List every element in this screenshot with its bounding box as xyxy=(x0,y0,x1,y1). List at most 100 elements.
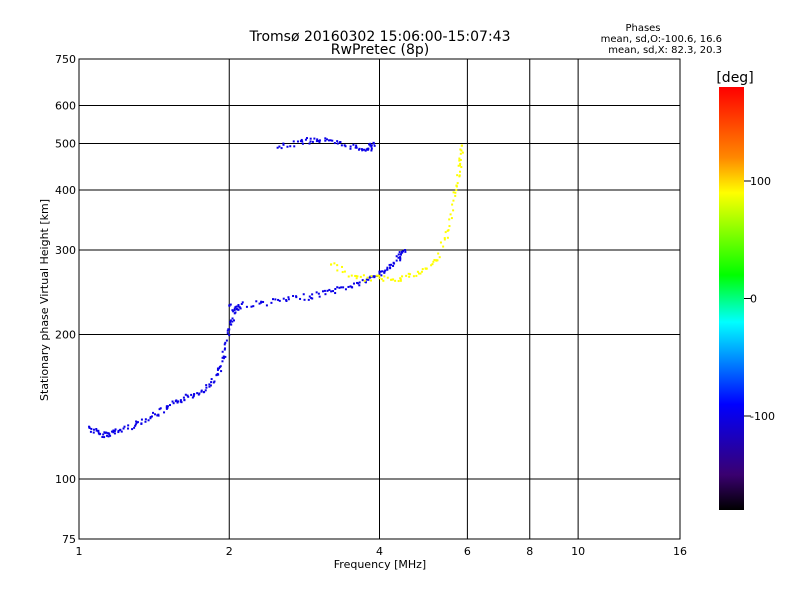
data-point xyxy=(363,279,366,282)
data-point xyxy=(370,149,373,152)
data-point xyxy=(278,299,281,302)
data-point xyxy=(135,421,138,424)
data-point xyxy=(226,329,229,332)
data-point xyxy=(378,277,381,280)
data-point xyxy=(289,145,292,148)
data-point xyxy=(369,142,372,145)
data-point xyxy=(368,276,371,279)
data-point xyxy=(367,278,370,281)
data-point xyxy=(307,298,310,301)
data-point xyxy=(229,303,232,306)
data-point xyxy=(383,270,386,273)
data-point xyxy=(325,138,328,141)
data-point xyxy=(106,432,109,435)
y-tick-label: 75 xyxy=(62,533,76,546)
data-point xyxy=(448,225,451,228)
data-point xyxy=(224,347,227,350)
data-point xyxy=(95,429,98,432)
data-point xyxy=(360,148,363,151)
data-point xyxy=(399,259,402,262)
data-point xyxy=(326,289,329,292)
data-point xyxy=(349,145,352,148)
data-point xyxy=(278,145,281,148)
data-point xyxy=(107,435,110,438)
data-point xyxy=(419,272,422,275)
data-point xyxy=(182,396,185,399)
data-point xyxy=(318,140,321,143)
data-point xyxy=(347,285,350,288)
data-point xyxy=(208,383,211,386)
data-point xyxy=(215,373,218,376)
data-point xyxy=(378,274,381,277)
data-point xyxy=(352,282,355,285)
data-point xyxy=(231,317,234,320)
y-tick-labels: 75 100 200 300 400 500 600 750 xyxy=(55,53,76,546)
data-point xyxy=(265,304,268,307)
data-point xyxy=(401,275,404,278)
data-point xyxy=(386,276,389,279)
data-point xyxy=(234,311,237,314)
data-point xyxy=(120,430,123,433)
data-point xyxy=(404,249,407,252)
data-point xyxy=(169,404,172,407)
data-point xyxy=(397,253,400,256)
data-point xyxy=(370,275,373,278)
data-point xyxy=(213,380,216,383)
data-point xyxy=(331,139,334,142)
data-point xyxy=(357,148,360,151)
data-point xyxy=(309,137,312,140)
data-point xyxy=(344,145,347,148)
data-point xyxy=(336,264,339,267)
data-point xyxy=(112,431,115,434)
data-point xyxy=(229,323,232,326)
data-point xyxy=(144,418,147,421)
data-point xyxy=(416,270,419,273)
data-point xyxy=(221,350,224,353)
data-point xyxy=(109,434,112,437)
data-point xyxy=(210,381,213,384)
data-point xyxy=(460,166,463,169)
data-point xyxy=(140,418,143,421)
data-point xyxy=(122,427,125,430)
data-point xyxy=(304,138,307,141)
data-point xyxy=(113,432,116,435)
data-point xyxy=(102,433,105,436)
x-tick-label: 16 xyxy=(673,545,687,558)
data-point xyxy=(404,250,407,253)
data-point xyxy=(461,151,464,154)
data-point xyxy=(366,147,369,150)
data-point xyxy=(443,238,446,241)
data-point xyxy=(165,407,168,410)
data-point xyxy=(123,425,126,428)
data-point xyxy=(444,231,447,234)
data-point xyxy=(113,429,116,432)
data-point xyxy=(454,194,457,197)
data-point xyxy=(238,306,241,309)
data-point xyxy=(313,137,316,140)
data-point xyxy=(352,143,355,146)
data-point xyxy=(222,357,225,360)
data-point xyxy=(140,422,143,425)
data-point xyxy=(221,356,224,359)
data-point xyxy=(302,293,305,296)
data-point xyxy=(457,164,460,167)
colorbar-ticks: 100 0 -100 xyxy=(744,175,775,423)
data-point xyxy=(455,184,458,187)
data-point xyxy=(340,144,343,147)
data-point xyxy=(208,385,211,388)
data-point xyxy=(378,270,381,273)
phase-stats-o: mean, sd,O:-100.6, 16.6 xyxy=(601,34,722,45)
data-point xyxy=(373,142,376,145)
data-point xyxy=(418,272,421,275)
data-point xyxy=(299,297,302,300)
data-point xyxy=(452,209,455,212)
data-point xyxy=(150,415,153,418)
data-point xyxy=(421,268,424,271)
data-point xyxy=(373,144,376,147)
data-point xyxy=(398,251,401,254)
data-point xyxy=(343,270,346,273)
data-point xyxy=(449,213,452,216)
data-point xyxy=(323,289,326,292)
data-point xyxy=(303,298,306,301)
data-point xyxy=(156,414,159,417)
